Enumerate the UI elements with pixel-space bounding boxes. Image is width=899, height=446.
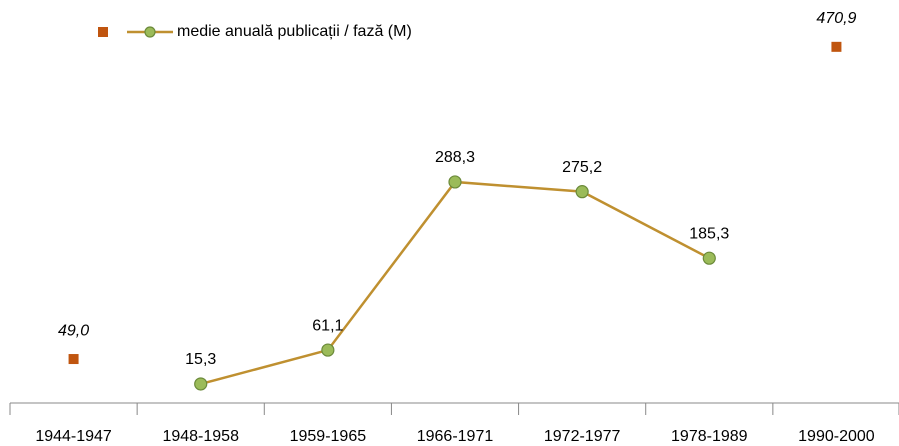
marker: [702, 251, 716, 265]
data-label: 49,0: [58, 322, 89, 339]
marker: [321, 343, 335, 357]
x-tick-label: 1990-2000: [798, 428, 875, 445]
marker: [68, 354, 79, 365]
marker: [194, 377, 208, 391]
data-label: 15,3: [185, 351, 216, 368]
x-tick-label: 1948-1958: [162, 428, 239, 445]
marker: [831, 41, 842, 52]
x-tick-label: 1959-1965: [290, 428, 367, 445]
x-tick-label: 1972-1977: [544, 428, 621, 445]
x-tick-label: 1944-1947: [35, 428, 112, 445]
x-tick-label: 1978-1989: [671, 428, 748, 445]
data-label: 275,2: [562, 159, 602, 176]
line: [200, 180, 710, 386]
legend-label: medie anuală publicații / fază (M): [177, 23, 412, 40]
legend-marker: [144, 26, 156, 38]
legend-marker: [98, 27, 108, 37]
data-label: 470,9: [816, 10, 856, 27]
data-label: 288,3: [435, 149, 475, 166]
marker: [448, 175, 462, 189]
marker: [575, 185, 589, 199]
data-label: 185,3: [689, 225, 729, 242]
x-tick-label: 1966-1971: [417, 428, 494, 445]
data-label: 61,1: [312, 317, 343, 334]
